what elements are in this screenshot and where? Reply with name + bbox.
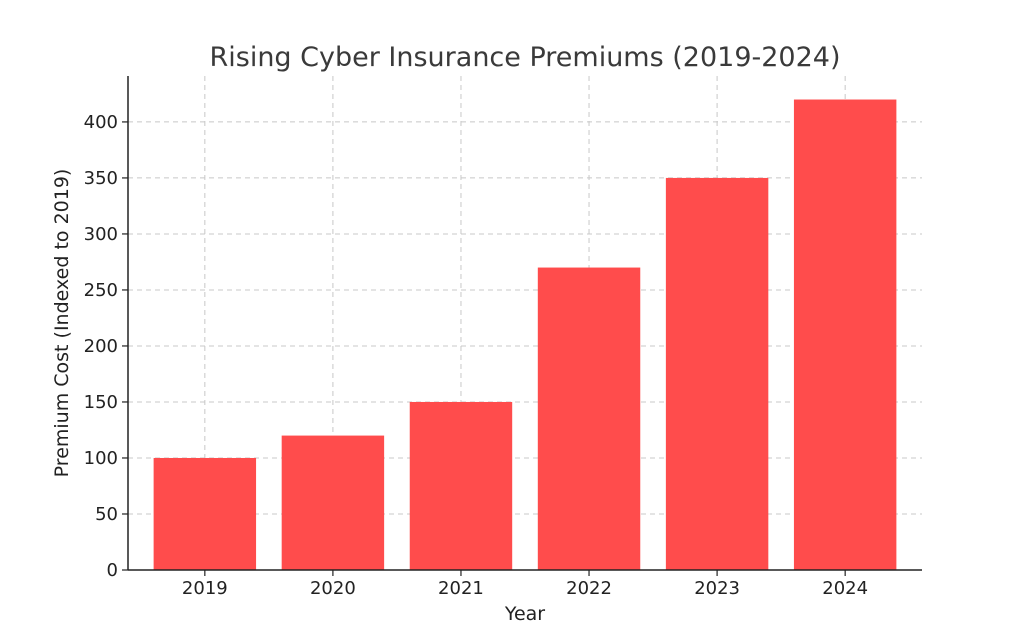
bars xyxy=(153,99,897,571)
y-tick-label: 100 xyxy=(84,448,118,469)
y-tick-label: 400 xyxy=(84,112,118,133)
y-tick-label: 300 xyxy=(84,224,118,245)
x-tick-label: 2023 xyxy=(694,578,740,599)
y-tick-label: 50 xyxy=(95,504,118,525)
bar-2019 xyxy=(153,457,257,570)
x-tick-label: 2020 xyxy=(310,578,356,599)
y-tick-label: 200 xyxy=(84,336,118,357)
bar-2023 xyxy=(665,177,769,570)
x-tick-label: 2021 xyxy=(438,578,484,599)
bar-2021 xyxy=(409,401,513,570)
bar-2022 xyxy=(537,267,641,570)
x-ticks: 2019 2020 2021 2022 2023 2024 xyxy=(182,570,868,599)
x-axis-label: Year xyxy=(504,603,545,625)
y-tick-label: 250 xyxy=(84,280,118,301)
axes xyxy=(127,76,922,571)
bar-2024 xyxy=(793,99,897,571)
chart-title: Rising Cyber Insurance Premiums (2019-20… xyxy=(209,42,840,73)
bar-2020 xyxy=(281,435,385,570)
y-tick-label: 350 xyxy=(84,168,118,189)
y-tick-label: 150 xyxy=(84,392,118,413)
x-tick-label: 2024 xyxy=(822,578,868,599)
y-tick-label: 0 xyxy=(107,560,118,581)
x-tick-label: 2019 xyxy=(182,578,228,599)
y-ticks: 0 50 100 150 200 250 300 350 400 xyxy=(84,112,128,581)
y-axis-label: Premium Cost (Indexed to 2019) xyxy=(51,169,73,478)
x-tick-label: 2022 xyxy=(566,578,612,599)
